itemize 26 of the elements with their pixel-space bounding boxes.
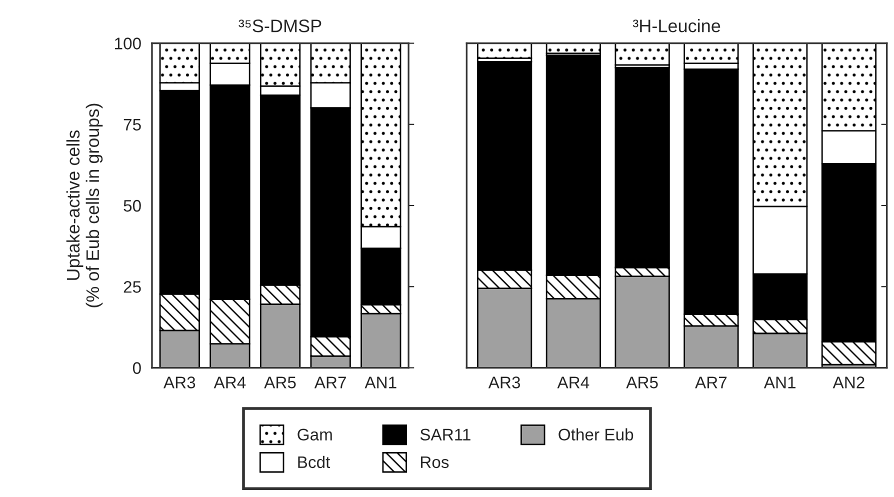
- y-tick-label: 0: [132, 362, 141, 374]
- legend-label: SAR11: [420, 428, 470, 440]
- x-tick-label: AR3: [488, 376, 520, 388]
- y-axis-title: Uptake-active cells (% of Eub cells in groups): [66, 104, 103, 308]
- legend-label: Bcdt: [298, 456, 330, 468]
- legend-label: Other Eub: [558, 428, 634, 440]
- chart-title: ³H-Leucine: [632, 19, 720, 32]
- x-tick-label: AN1: [364, 376, 396, 388]
- x-tick-label: AR7: [695, 376, 727, 388]
- x-tick-label: AR4: [557, 376, 590, 388]
- x-tick-label: AR5: [264, 376, 296, 388]
- bar: [476, 43, 532, 59]
- legend-label: Ros: [420, 456, 449, 468]
- x-tick-label: AN2: [832, 376, 864, 388]
- y-tick-label: 75: [124, 118, 141, 131]
- x-tick-label: AN1: [764, 376, 796, 388]
- x-tick-label: AR7: [314, 376, 346, 388]
- bar: [614, 43, 670, 66]
- y-tick-label: 25: [124, 281, 141, 293]
- y-tick-label: 100: [115, 38, 141, 50]
- x-tick-label: AR3: [163, 376, 196, 388]
- x-tick-label: AR4: [214, 376, 246, 388]
- legend-label: Gam: [298, 428, 332, 440]
- y-tick-label: 50: [124, 200, 141, 212]
- chart-title: ³⁵S-DMSP: [238, 20, 322, 32]
- x-tick-label: AR5: [626, 376, 658, 388]
